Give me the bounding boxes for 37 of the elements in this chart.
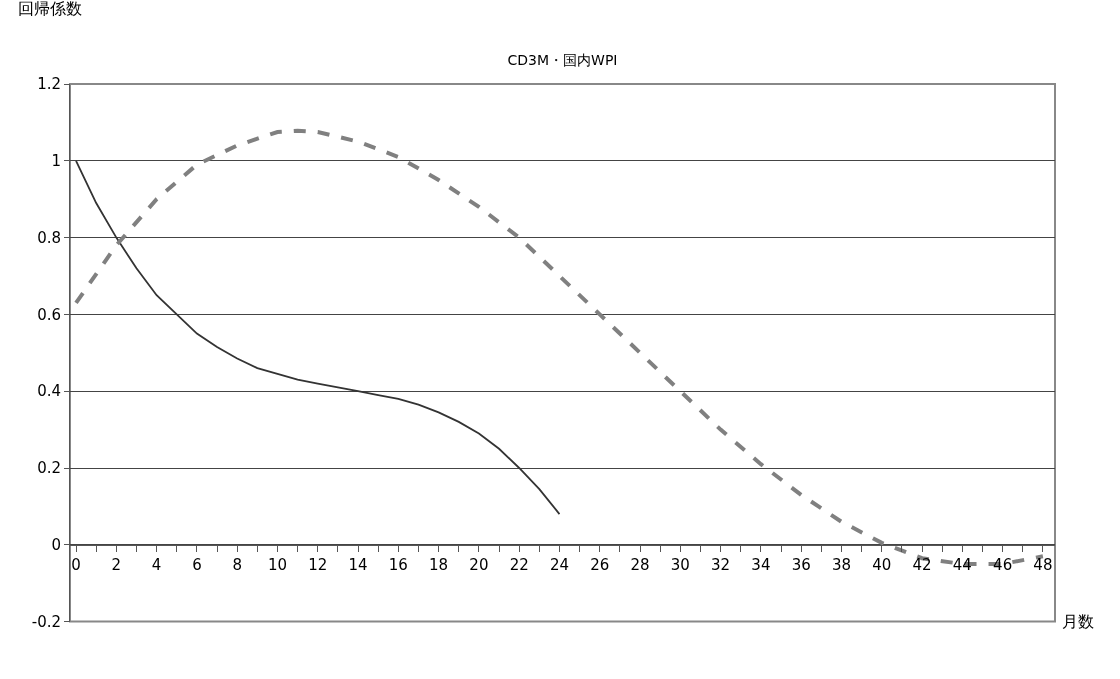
x-tick-label: 30 xyxy=(670,555,690,574)
y-tick-label: 0.6 xyxy=(37,305,61,324)
x-tick-label: 10 xyxy=(267,555,288,574)
x-tick-label: 32 xyxy=(711,555,731,574)
chart-title: CD3M・国内WPI xyxy=(507,51,618,68)
x-tick-label: 20 xyxy=(469,555,489,574)
y-tick-label: 1.2 xyxy=(37,75,61,94)
y-tick-label: 0.2 xyxy=(37,459,61,478)
x-axis-title: 月数 xyxy=(1062,612,1094,631)
x-tick-label: 8 xyxy=(232,555,242,574)
x-tick-label: 6 xyxy=(192,555,202,574)
x-tick-label: 42 xyxy=(912,555,932,574)
x-tick-label: 18 xyxy=(429,555,449,574)
line-series xyxy=(75,159,561,515)
x-tick-label: 4 xyxy=(151,555,162,574)
x-tick-label: 44 xyxy=(952,555,972,574)
y-tick-label: 0.4 xyxy=(37,382,61,401)
x-tick-label: 0 xyxy=(71,555,81,574)
x-tick-label: 36 xyxy=(791,555,811,574)
y-tick-label: -0.2 xyxy=(31,612,61,631)
x-tick-label: 12 xyxy=(308,555,328,574)
y-tick-label: 1 xyxy=(51,152,61,171)
x-tick-label: 46 xyxy=(993,555,1013,574)
x-tick-label: 26 xyxy=(590,555,610,574)
x-tick-label: 24 xyxy=(549,555,570,574)
x-tick-label: 40 xyxy=(872,555,892,574)
y-tick-label: 0 xyxy=(51,536,61,555)
x-tick-label: 14 xyxy=(348,555,368,574)
x-tick-label: 38 xyxy=(831,555,852,574)
x-tick-label: 22 xyxy=(509,555,529,574)
x-tick-label: 16 xyxy=(388,555,408,574)
x-tick-label: 34 xyxy=(751,555,771,574)
y-axis-title: 回帰係数 xyxy=(18,0,82,18)
x-tick-label: 28 xyxy=(630,555,650,574)
x-tick-label: 48 xyxy=(1033,555,1053,574)
x-tick-label: 2 xyxy=(111,555,122,574)
y-tick-label: 0.8 xyxy=(37,228,61,247)
